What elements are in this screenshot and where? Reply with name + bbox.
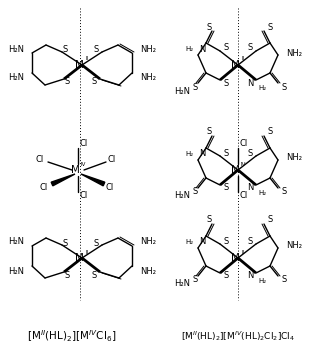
Text: S: S — [267, 127, 272, 137]
Text: N: N — [199, 45, 205, 53]
Text: Cl: Cl — [240, 139, 248, 148]
Text: S: S — [206, 23, 212, 32]
Text: II: II — [85, 250, 89, 255]
Polygon shape — [81, 174, 105, 186]
Text: S: S — [206, 127, 212, 137]
Text: S: S — [192, 82, 198, 91]
Text: Cl: Cl — [108, 155, 116, 165]
Text: S: S — [223, 44, 228, 52]
Text: S: S — [94, 239, 99, 247]
Text: IV: IV — [80, 161, 86, 166]
Text: S: S — [248, 44, 253, 52]
Text: NH₂: NH₂ — [140, 74, 156, 82]
Text: Cl: Cl — [36, 155, 44, 165]
Text: H₂N: H₂N — [8, 267, 24, 275]
Text: [M$^{II}$(HL)$_2$][M$^{IV}$Cl$_6$]: [M$^{II}$(HL)$_2$][M$^{IV}$Cl$_6$] — [27, 328, 117, 344]
Text: NH₂: NH₂ — [140, 238, 156, 246]
Text: H₂N: H₂N — [8, 74, 24, 82]
Text: M: M — [231, 60, 239, 70]
Text: S: S — [248, 236, 253, 246]
Text: S: S — [223, 236, 228, 246]
Text: H₂: H₂ — [258, 190, 266, 196]
Text: N: N — [247, 272, 253, 280]
Text: Cl: Cl — [106, 183, 114, 192]
Text: N: N — [247, 183, 253, 193]
Text: S: S — [192, 275, 198, 285]
Polygon shape — [51, 174, 75, 186]
Text: M: M — [75, 253, 84, 263]
Text: H₂N: H₂N — [174, 192, 190, 200]
Text: II: II — [85, 57, 89, 62]
Text: S: S — [223, 79, 228, 87]
Text: H₂: H₂ — [186, 46, 194, 52]
Text: H₂: H₂ — [258, 85, 266, 91]
Text: H₂: H₂ — [186, 151, 194, 157]
Text: NH₂: NH₂ — [286, 48, 302, 57]
Text: NH₂: NH₂ — [140, 267, 156, 275]
Text: S: S — [94, 46, 99, 55]
Text: H₂N: H₂N — [8, 238, 24, 246]
Text: S: S — [223, 148, 228, 158]
Text: S: S — [206, 216, 212, 224]
Text: S: S — [248, 148, 253, 158]
Text: S: S — [64, 78, 70, 86]
Text: H₂N: H₂N — [8, 45, 24, 53]
Text: IV: IV — [240, 161, 246, 166]
Text: N: N — [247, 79, 253, 87]
Text: II: II — [241, 57, 244, 62]
Text: Cl: Cl — [240, 192, 248, 200]
Text: H₂: H₂ — [258, 278, 266, 284]
Text: NH₂: NH₂ — [140, 45, 156, 53]
Text: II: II — [241, 250, 244, 255]
Text: S: S — [267, 216, 272, 224]
Text: NH₂: NH₂ — [286, 154, 302, 162]
Text: S: S — [281, 275, 286, 285]
Text: H₂N: H₂N — [174, 280, 190, 289]
Text: NH₂: NH₂ — [286, 241, 302, 251]
Text: Cl: Cl — [80, 139, 88, 148]
Text: S: S — [223, 183, 228, 193]
Text: S: S — [281, 188, 286, 196]
Text: S: S — [192, 188, 198, 196]
Text: S: S — [64, 270, 70, 280]
Text: Cl: Cl — [40, 183, 48, 192]
Text: [M$^{II}$(HL)$_2$][M$^{IV}$(HL)$_2$Cl$_2$]Cl$_4$: [M$^{II}$(HL)$_2$][M$^{IV}$(HL)$_2$Cl$_2… — [181, 329, 295, 343]
Text: S: S — [92, 270, 97, 280]
Text: M: M — [231, 165, 239, 175]
Text: S: S — [62, 46, 68, 55]
Text: S: S — [62, 239, 68, 247]
Text: S: S — [267, 23, 272, 32]
Text: Cl: Cl — [80, 192, 88, 200]
Text: S: S — [92, 78, 97, 86]
Text: S: S — [223, 272, 228, 280]
Text: N: N — [199, 238, 205, 246]
Text: H₂: H₂ — [186, 239, 194, 245]
Text: H₂N: H₂N — [174, 86, 190, 96]
Text: M: M — [231, 253, 239, 263]
Text: M: M — [71, 165, 79, 175]
Text: S: S — [281, 82, 286, 91]
Text: N: N — [199, 149, 205, 159]
Text: M: M — [75, 60, 84, 70]
